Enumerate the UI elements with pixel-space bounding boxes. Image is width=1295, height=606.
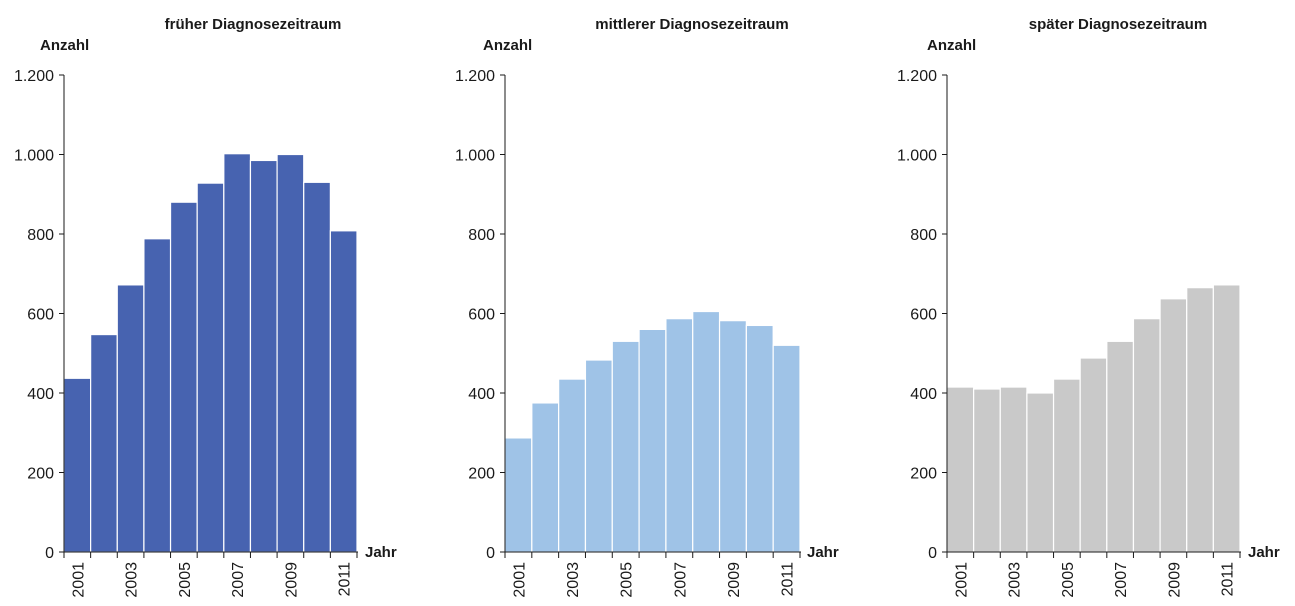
- chart-panel-1: 0 200 400 600 800 1.000 1.200 2001 2003 2005 2007 2…: [14, 16, 397, 598]
- bar-2007: [1106, 340, 1135, 553]
- x-tick-label: 2007: [1113, 562, 1130, 598]
- y-tick-label: 1.000: [897, 148, 937, 165]
- y-tick-label: 1.000: [14, 148, 54, 165]
- bar-2011: [329, 230, 358, 553]
- bar-2005: [169, 201, 198, 553]
- bar-2006: [1079, 357, 1108, 553]
- chart-panel-3: 0 200 400 600 800 1.000 1.200 2001 2003 2005 2007 2…: [897, 16, 1280, 598]
- x-tick-label: 2011: [780, 562, 797, 597]
- bar-2009: [718, 320, 747, 553]
- y-axis-label: Anzahl: [927, 37, 976, 54]
- bar-2008: [249, 159, 278, 553]
- x-tick-label: 2009: [1166, 562, 1183, 598]
- bar-2001: [946, 386, 975, 553]
- bar-2003: [999, 386, 1028, 553]
- x-tick-label: 2003: [1007, 562, 1024, 598]
- y-tick-label: 600: [910, 307, 937, 324]
- bar-2005: [611, 340, 640, 553]
- y-tick-label: 0: [928, 545, 937, 562]
- x-tick-label: 2009: [283, 562, 300, 598]
- bar-2008: [692, 310, 721, 553]
- x-tick-label: 2001: [511, 562, 528, 598]
- bar-2005: [1052, 378, 1081, 553]
- y-tick-label: 800: [468, 227, 495, 244]
- y-tick-label: 600: [468, 307, 495, 324]
- y-tick-label: 800: [910, 227, 937, 244]
- chart-title: später Diagnosezeitraum: [1029, 16, 1207, 33]
- bar-2008: [1132, 318, 1161, 553]
- bar-2007: [665, 318, 694, 553]
- bar-2004: [1026, 392, 1055, 553]
- y-tick-label: 0: [45, 545, 54, 562]
- x-axis-label: Jahr: [807, 544, 839, 561]
- x-tick-label: 2005: [1060, 562, 1077, 598]
- y-tick-label: 200: [910, 466, 937, 483]
- x-tick-label: 2011: [337, 562, 354, 597]
- x-tick-label: 2001: [953, 562, 970, 598]
- x-tick-label: 2007: [230, 562, 247, 598]
- bar-2004: [584, 359, 613, 553]
- x-tick-label: 2003: [565, 562, 582, 598]
- x-axis-label: Jahr: [1248, 544, 1280, 561]
- y-tick-label: 200: [27, 466, 54, 483]
- chart-panel-2: 0 200 400 600 800 1.000 1.200 2001 2003 2005 2007 2…: [455, 16, 839, 598]
- y-axis-label: Anzahl: [483, 37, 532, 54]
- y-tick-label: 1.200: [455, 68, 495, 85]
- bar-2003: [558, 378, 587, 553]
- x-axis-label: Jahr: [365, 544, 397, 561]
- y-tick-label: 1.200: [14, 68, 54, 85]
- x-tick-label: 2001: [70, 562, 87, 598]
- bar-2002: [973, 388, 1001, 553]
- bar-2009: [276, 153, 305, 553]
- y-tick-label: 400: [27, 386, 54, 403]
- x-tick-label: 2007: [672, 562, 689, 598]
- bar-2001: [63, 377, 92, 553]
- x-tick-label: 2011: [1220, 562, 1237, 597]
- y-tick-label: 1.200: [897, 68, 937, 85]
- bar-2010: [745, 324, 774, 553]
- y-tick-label: 400: [910, 386, 937, 403]
- bar-2006: [196, 182, 225, 553]
- bar-2007: [223, 153, 252, 553]
- x-tick-label: 2005: [177, 562, 194, 598]
- bar-2001: [504, 437, 533, 553]
- bar-2006: [638, 328, 667, 553]
- y-tick-label: 200: [468, 466, 495, 483]
- bar-2011: [772, 344, 801, 553]
- bar-2002: [90, 333, 118, 553]
- bar-2009: [1159, 298, 1188, 553]
- y-tick-label: 800: [27, 227, 54, 244]
- chart-title: mittlerer Diagnosezeitraum: [595, 16, 788, 33]
- y-tick-label: 600: [27, 307, 54, 324]
- x-tick-label: 2003: [124, 562, 141, 598]
- chart-title: früher Diagnosezeitraum: [165, 16, 342, 33]
- y-tick-label: 0: [486, 545, 495, 562]
- bar-2011: [1212, 284, 1241, 553]
- x-tick-label: 2005: [619, 562, 636, 598]
- y-tick-label: 400: [468, 386, 495, 403]
- y-axis-label: Anzahl: [40, 37, 89, 54]
- bar-2003: [116, 284, 145, 553]
- x-tick-label: 2009: [726, 562, 743, 598]
- bar-2002: [531, 402, 560, 553]
- bar-2004: [143, 238, 172, 553]
- y-tick-label: 1.000: [455, 148, 495, 165]
- bar-2010: [303, 181, 331, 553]
- bar-2010: [1186, 287, 1214, 553]
